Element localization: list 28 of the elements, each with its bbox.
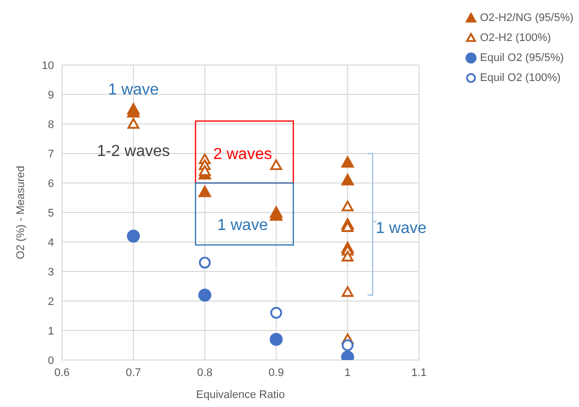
x-tick-label: 1	[344, 366, 351, 379]
y-tick-label: 6	[48, 178, 54, 190]
legend-label: O2-H2 (100%)	[480, 32, 551, 44]
y-tick-label: 0	[48, 354, 54, 367]
legend-label: O2-H2/NG (95/5%)	[480, 12, 574, 24]
y-tick-label: 2	[48, 296, 54, 308]
annotation: 2 waves	[213, 146, 272, 164]
y-tick-label: 9	[48, 89, 54, 102]
annotation: 1 wave	[376, 220, 427, 237]
x-tick-label: 0.8	[197, 366, 212, 379]
x-tick-label: 0.7	[126, 366, 142, 379]
annotation: 1 wave	[217, 216, 268, 234]
y-tick-label: 5	[48, 207, 54, 220]
annotation: 1-2 waves	[96, 143, 170, 160]
y-tick-label: 8	[48, 118, 54, 131]
y-axis-title: O2 (%) - Measured	[14, 166, 27, 260]
legend-label: Equil O2 (100%)	[480, 72, 561, 84]
x-tick-label: 0.6	[54, 366, 70, 379]
y-tick-label: 4	[48, 236, 54, 249]
y-tick-label: 10	[42, 60, 54, 72]
annotation: 1 wave	[108, 81, 159, 98]
x-tick-label: 0.9	[268, 366, 284, 379]
x-tick-label: 1.1	[411, 366, 427, 379]
y-tick-label: 3	[48, 266, 54, 278]
y-tick-label: 1	[48, 325, 54, 338]
x-axis-title: Equivalence Ratio	[196, 389, 285, 401]
y-tick-label: 7	[48, 148, 54, 160]
legend-label: Equil O2 (95/5%)	[480, 52, 564, 64]
